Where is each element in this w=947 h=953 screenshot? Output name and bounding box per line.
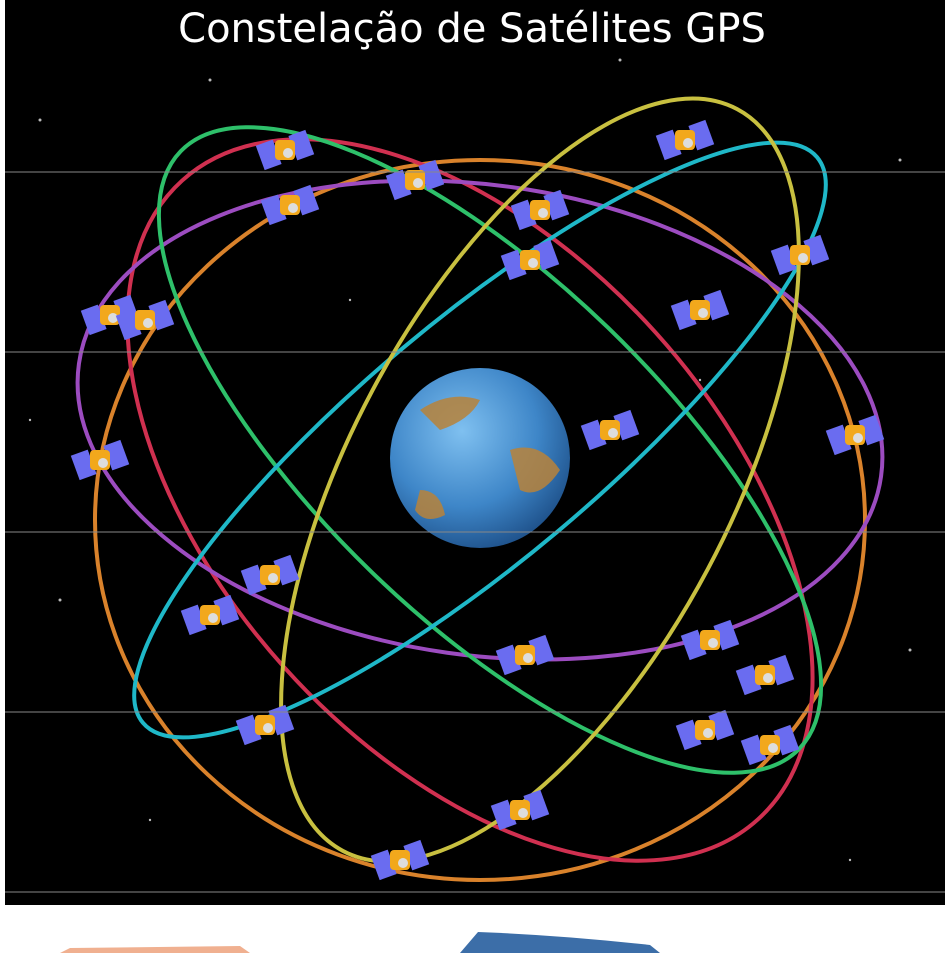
slide: Constelação de Satélites GPS — [0, 0, 947, 953]
slide-title: Constelação de Satélites GPS — [178, 6, 766, 52]
page: {"header": {"title": "Constelação de Sat… — [0, 0, 947, 953]
